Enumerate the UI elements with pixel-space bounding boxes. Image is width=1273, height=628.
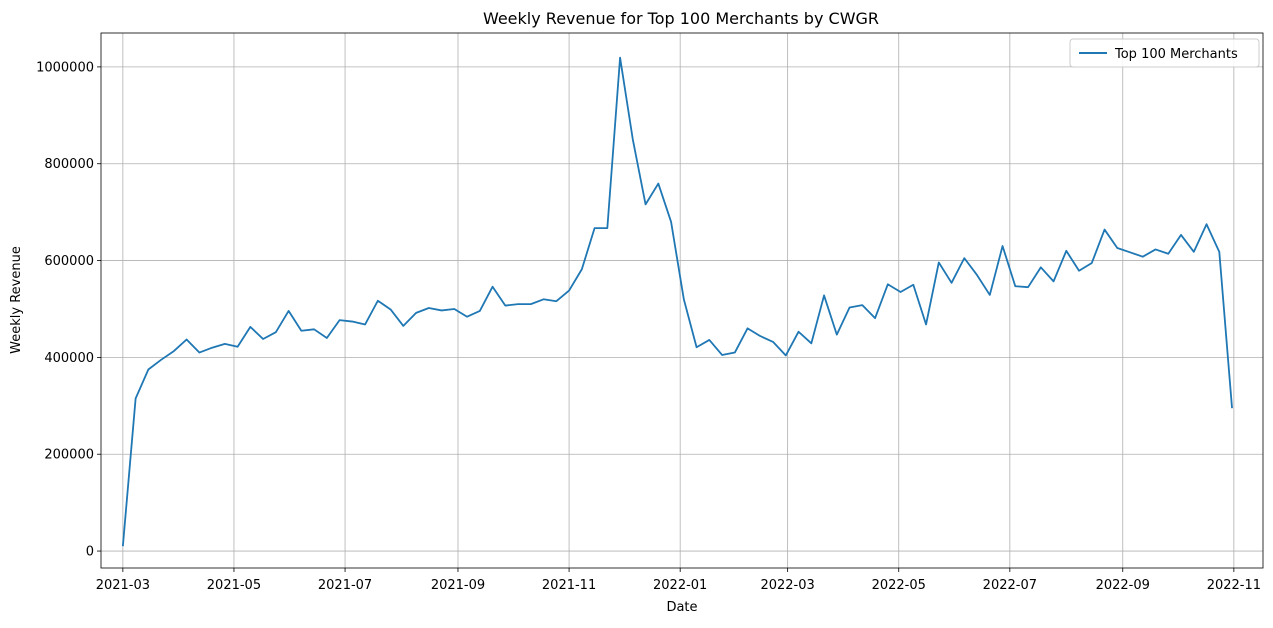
x-tick-label: 2022-09 [1096,578,1150,593]
series-layer [121,56,1233,547]
x-axis: 2021-03 2021-05 2021-07 2021-09 2021-11 2022-… [96,568,1261,593]
legend: Top 100 Merchants [1069,38,1260,68]
x-tick-label: 2021-11 [542,578,596,593]
x-tick-label: 2021-09 [431,578,485,593]
legend-label: Top 100 Merchants [1114,47,1238,62]
y-tick-label: 600000 [44,254,94,269]
y-tick-label: 400000 [44,351,94,366]
x-tick-label: 2022-05 [872,578,926,593]
x-tick-label: 2022-11 [1207,578,1261,593]
chart-title: Weekly Revenue for Top 100 Merchants by … [483,9,879,28]
x-tick-label: 2022-03 [760,578,814,593]
x-tick-label: 2021-03 [96,578,150,593]
x-tick-label: 2021-05 [207,578,261,593]
y-tick-label: 200000 [44,448,94,463]
legend-box [1069,38,1260,68]
y-tick-label: 1000000 [36,60,94,75]
y-tick-label: 0 [86,545,94,560]
x-tick-label: 2022-01 [653,578,707,593]
x-tick-label: 2021-07 [318,578,372,593]
series-line [121,56,1233,547]
grid [101,33,1263,568]
y-tick-label: 800000 [44,157,94,172]
x-tick-label: 2022-07 [983,578,1037,593]
plot-frame [100,32,1264,569]
x-axis-label: Date [666,600,697,615]
y-axis-label: Weekly Revenue [9,246,24,354]
y-axis: 0 200000 400000 600000 800000 1000000 [36,60,101,560]
